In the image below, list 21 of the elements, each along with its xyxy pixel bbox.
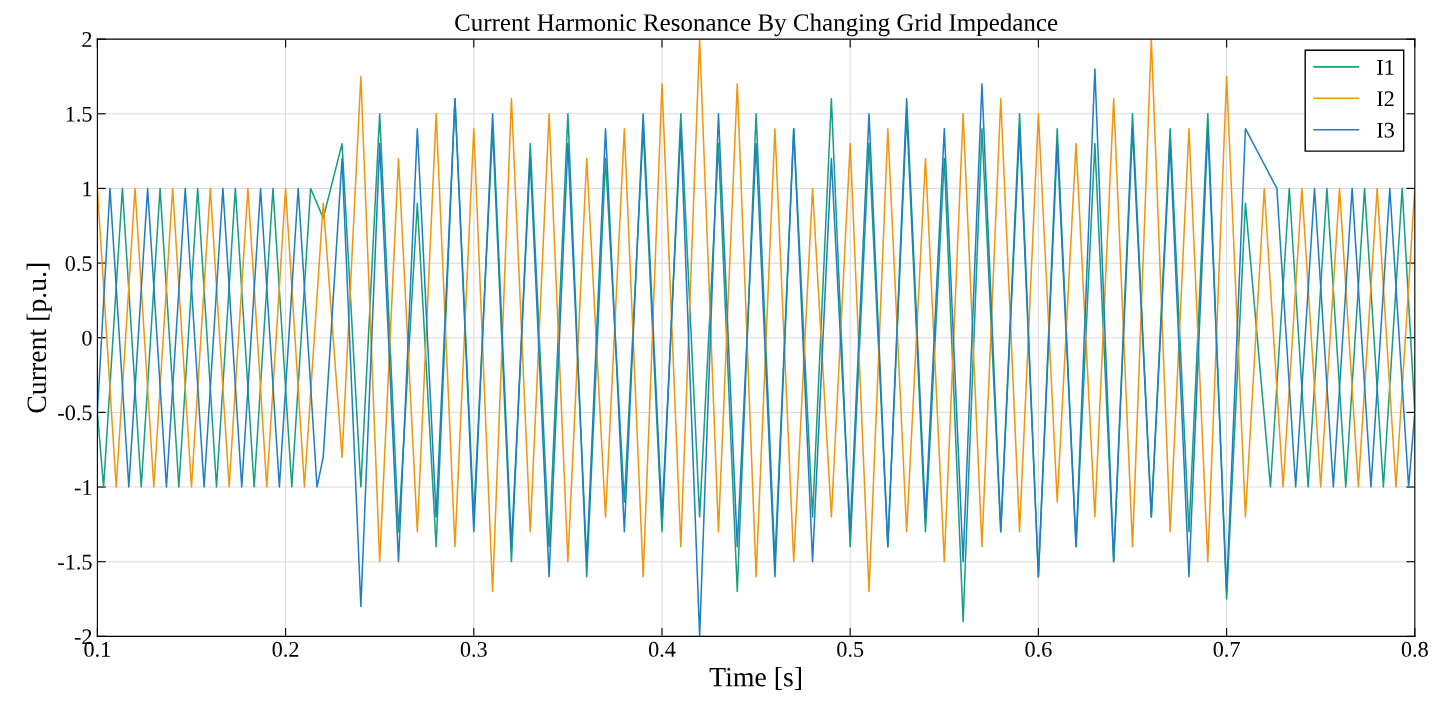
y-tick-label: -1 <box>74 480 92 495</box>
y-tick-label: 0.5 <box>65 256 92 272</box>
x-tick-label: 0.5 <box>837 641 864 657</box>
x-tick-label: 0.7 <box>1213 641 1240 657</box>
legend-label: I1 <box>1377 59 1394 75</box>
y-tick-label: 1 <box>83 181 92 197</box>
x-tick-label: 0.2 <box>272 641 299 657</box>
x-tick-label: 0.4 <box>648 641 676 657</box>
x-tick-label: 0.8 <box>1401 641 1428 657</box>
y-tick-label: -0.5 <box>58 405 92 421</box>
x-axis-title: Time [s] <box>709 666 801 690</box>
y-tick-label: 1.5 <box>66 106 92 122</box>
y-tick-label: 2 <box>82 32 92 47</box>
x-tick-label: 0.6 <box>1025 641 1052 657</box>
legend-label: I3 <box>1377 122 1394 138</box>
chart-title: Current Harmonic Resonance By Changing Grid Impedance <box>455 13 1058 37</box>
y-axis-title: Current [p.u.] <box>26 263 52 413</box>
y-tick-label: -1.5 <box>58 554 92 570</box>
y-tick-label: 0 <box>82 330 92 346</box>
x-tick-label: 0.3 <box>460 641 487 657</box>
legend-label: I2 <box>1377 91 1394 107</box>
